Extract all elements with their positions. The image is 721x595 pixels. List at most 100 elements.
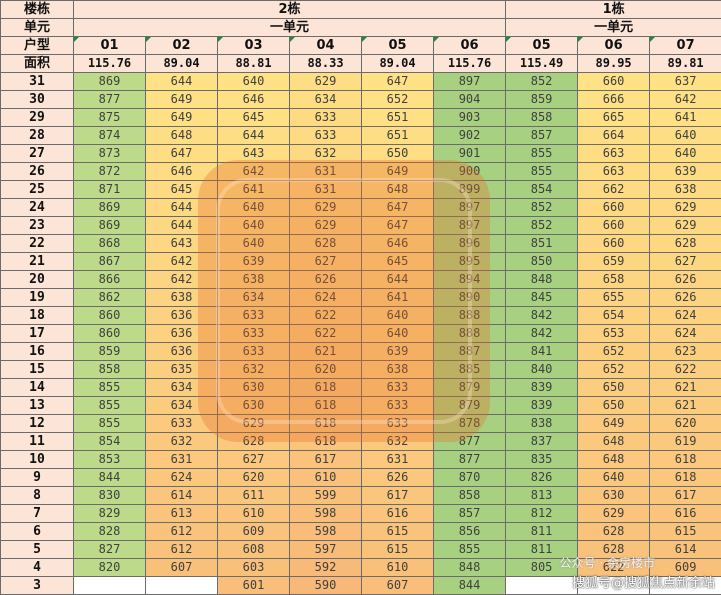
price-cell: 621 [289,342,362,361]
floor-number: 24 [0,198,74,217]
price-cell: 629 [289,216,362,235]
area-label: 面积 [0,54,74,73]
price-cell: 664 [577,126,651,145]
price-cell: 869 [73,72,146,91]
price-cell: 631 [361,450,434,469]
price-cell: 854 [73,432,146,451]
price-cell [577,576,651,595]
price-cell: 628 [289,234,362,253]
price-cell: 632 [145,432,218,451]
price-cell: 875 [73,108,146,127]
price-cell: 827 [73,540,146,559]
floor-number: 17 [0,324,74,343]
price-cell: 877 [432,450,507,469]
price-cell: 869 [73,216,146,235]
price-cell: 651 [361,108,434,127]
price-cell: 659 [577,252,651,271]
building-label: 楼栋 [0,0,74,19]
price-cell: 855 [73,414,146,433]
price-cell: 650 [361,144,434,163]
price-cell: 868 [73,234,146,253]
house-type-cell: 05 [361,36,434,55]
floor-number: 28 [0,126,74,145]
price-cell: 848 [505,270,579,289]
price-cell: 631 [145,450,218,469]
house-type-label: 户型 [0,36,74,55]
floor-row: 17 860 636 633 622 640 888 842 653 624 [0,324,721,343]
house-type-cell: 07 [649,36,721,55]
credit-text: 搜狐号@搜狐焦点新余站 [571,576,715,591]
price-cell: 845 [505,288,579,307]
price-cell: 638 [649,180,721,199]
price-cell: 634 [289,90,362,109]
area-cell: 88.33 [289,54,362,73]
floor-row: 26 872 646 642 631 649 900 855 663 639 [0,162,721,181]
price-cell: 592 [289,558,362,577]
price-cell: 621 [649,378,721,397]
price-cell: 641 [361,288,434,307]
price-cell: 858 [505,108,579,127]
price-cell: 658 [577,270,651,289]
price-cell: 895 [432,252,507,271]
price-cell: 616 [361,504,434,523]
price-cell: 607 [361,576,434,595]
price-cell: 615 [361,540,434,559]
price-cell: 652 [361,90,434,109]
floor-number: 5 [0,540,74,559]
price-cell: 618 [289,414,362,433]
floor-number: 6 [0,522,74,541]
price-cell: 844 [73,468,146,487]
price-cell: 646 [145,162,218,181]
price-cell: 649 [577,414,651,433]
floor-number: 25 [0,180,74,199]
price-cell: 597 [289,540,362,559]
price-cell: 646 [217,90,290,109]
price-cell: 613 [145,504,218,523]
floor-number: 19 [0,288,74,307]
floor-number: 30 [0,90,74,109]
price-cell: 637 [649,72,721,91]
price-cell: 626 [361,468,434,487]
price-cell: 648 [577,450,651,469]
price-cell: 877 [432,432,507,451]
price-cell: 837 [505,432,579,451]
price-cell: 632 [217,360,290,379]
price-cell: 643 [217,144,290,163]
floor-number: 12 [0,414,74,433]
source-credit: 公众号 · 余房楼市 搜狐号@搜狐焦点新余站 [560,556,715,591]
price-cell: 855 [73,378,146,397]
price-cell: 639 [361,342,434,361]
price-cell: 627 [289,252,362,271]
price-cell: 647 [361,216,434,235]
unit-label: 单元 [0,18,74,37]
floor-number: 16 [0,342,74,361]
price-cell: 665 [577,108,651,127]
price-cell: 855 [505,144,579,163]
price-cell: 897 [432,198,507,217]
price-cell: 852 [505,198,579,217]
price-cell: 624 [289,288,362,307]
price-cell: 840 [505,360,579,379]
floor-number: 29 [0,108,74,127]
price-cell: 618 [289,396,362,415]
area-cell: 88.81 [217,54,290,73]
price-cell: 640 [361,324,434,343]
price-cell: 633 [289,108,362,127]
floor-row: 29 875 649 645 633 651 903 858 665 641 [0,108,721,127]
price-cell: 830 [73,486,146,505]
price-cell: 855 [505,162,579,181]
price-cell: 621 [649,396,721,415]
price-cell: 858 [432,486,507,505]
floor-row: 24 869 644 640 629 647 897 852 660 629 [0,198,721,217]
price-cell: 611 [217,486,290,505]
price-cell: 652 [577,342,651,361]
price-cell: 640 [217,216,290,235]
floor-row: 31 869 644 640 629 647 897 852 660 637 [0,72,721,91]
price-cell: 623 [649,342,721,361]
floor-row: 10 853 631 627 617 631 877 835 648 618 [0,450,721,469]
floor-row: 19 862 638 634 624 641 890 845 655 626 [0,288,721,307]
floor-row: 21 867 642 639 627 645 895 850 659 627 [0,252,721,271]
price-cell: 645 [217,108,290,127]
price-cell: 859 [505,90,579,109]
